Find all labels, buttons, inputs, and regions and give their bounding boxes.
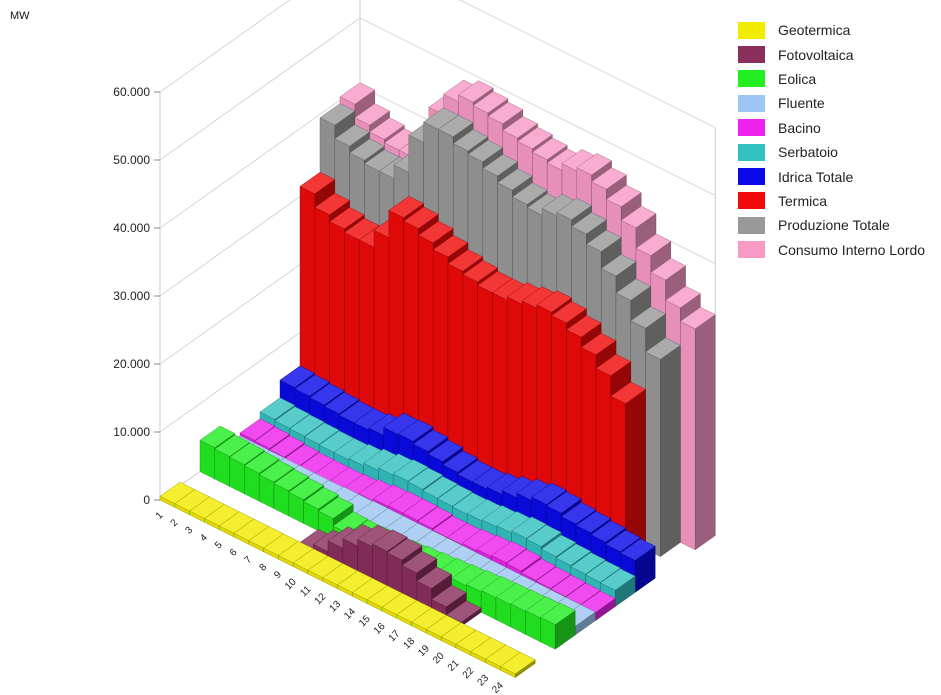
x-tick-label: 12 — [313, 591, 329, 607]
y-tick-label: 40.000 — [113, 221, 150, 235]
x-tick-label: 15 — [357, 613, 373, 629]
x-tick-label: 2 — [169, 517, 181, 529]
x-tick-label: 6 — [228, 547, 240, 559]
x-tick-label: 5 — [213, 539, 225, 551]
legend-item: Fotovoltaica — [738, 42, 938, 66]
x-tick-label: 3 — [183, 525, 195, 537]
series-fotovoltaica — [298, 524, 482, 627]
x-tick-label: 24 — [490, 680, 506, 695]
legend-swatch — [738, 192, 765, 210]
x-tick-label: 19 — [416, 643, 432, 659]
x-tick-label: 4 — [198, 532, 210, 544]
bar — [680, 306, 716, 551]
legend-item: Consumo Interno Lordo — [738, 238, 938, 262]
legend-label: Fluente — [778, 95, 825, 112]
bar — [610, 381, 646, 564]
legend-swatch — [738, 94, 765, 112]
legend-item: Bacino — [738, 116, 938, 140]
legend-swatch — [738, 168, 765, 186]
legend-label: Bacino — [778, 119, 821, 136]
legend-label: Idrica Totale — [778, 168, 854, 185]
legend-item: Fluente — [738, 91, 938, 115]
y-tick-label: 10.000 — [113, 425, 150, 439]
legend-label: Termica — [778, 192, 828, 209]
bar — [645, 337, 681, 557]
legend-swatch — [738, 216, 765, 234]
y-tick-label: 20.000 — [113, 357, 150, 371]
legend: Geotermica Fotovoltaica Eolica Fluente Bacin… — [738, 18, 938, 262]
bar — [500, 652, 536, 678]
x-tick-label: 16 — [372, 621, 388, 637]
series-geotermica — [159, 481, 536, 678]
x-tick-label: 8 — [257, 562, 269, 574]
legend-swatch — [738, 46, 765, 64]
x-tick-label: 7 — [243, 554, 255, 566]
legend-item: Produzione Totale — [738, 213, 938, 237]
legend-item: Eolica — [738, 67, 938, 91]
y-tick-label: 0 — [143, 493, 150, 507]
x-tick-label: 11 — [298, 584, 313, 599]
unit-label: MW — [10, 10, 30, 22]
legend-item: Geotermica — [738, 18, 938, 42]
legend-label: Eolica — [778, 70, 817, 87]
series-serbatoio — [259, 397, 636, 607]
legend-label: Geotermica — [778, 22, 851, 39]
legend-item: Idrica Totale — [738, 164, 938, 188]
bar — [540, 602, 576, 650]
x-tick-label: 20 — [431, 650, 447, 666]
x-tick-label: 10 — [283, 576, 299, 592]
legend-swatch — [738, 119, 765, 137]
x-tick-label: 9 — [272, 569, 284, 581]
legend-label: Produzione Totale — [778, 217, 890, 234]
legend-swatch — [738, 21, 765, 39]
x-tick-label: 17 — [387, 628, 403, 644]
y-tick-labels: 60.000 50.000 40.000 30.000 20.000 10.000 0 — [113, 85, 150, 507]
x-tick-label: 13 — [327, 599, 343, 615]
x-tick-label: 1 — [154, 510, 166, 522]
x-tick-label: 22 — [461, 665, 477, 681]
legend-label: Consumo Interno Lordo — [778, 241, 926, 258]
x-tick-label: 14 — [342, 606, 358, 622]
x-tick-label: 18 — [401, 636, 417, 652]
series-termica — [299, 171, 646, 564]
legend-label: Serbatoio — [778, 144, 838, 161]
y-tick-label: 50.000 — [113, 153, 150, 167]
y-tick-label: 30.000 — [113, 289, 150, 303]
legend-item: Serbatoio — [738, 140, 938, 164]
legend-label: Fotovoltaica — [778, 46, 854, 63]
bars-layer — [159, 79, 716, 678]
y-tick-label: 60.000 — [113, 85, 150, 99]
x-tick-label: 21 — [446, 658, 462, 674]
legend-swatch — [738, 70, 765, 88]
x-tick-label: 23 — [475, 673, 491, 689]
legend-swatch — [738, 241, 765, 259]
legend-item: Termica — [738, 189, 938, 213]
legend-swatch — [738, 143, 765, 161]
